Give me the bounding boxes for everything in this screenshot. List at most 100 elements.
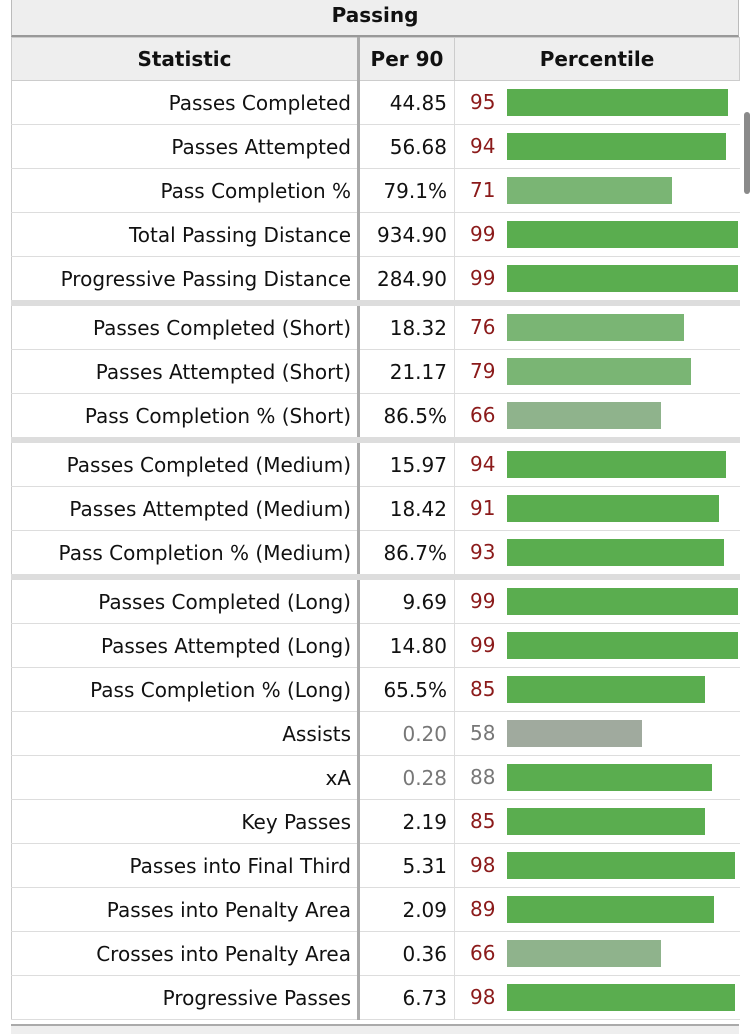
percentile-bar	[507, 314, 684, 341]
stat-name: Passes Completed	[11, 80, 360, 125]
table-row: xA 0.28 88	[11, 755, 740, 800]
percentile-cell: 58	[454, 711, 740, 756]
per90-value: 934.90	[358, 212, 455, 257]
percentile-bar	[507, 495, 719, 522]
percentile-value: 79	[470, 359, 496, 383]
stat-name: Passes Attempted (Medium)	[11, 486, 360, 531]
table-row: Pass Completion % 79.1% 71	[11, 168, 740, 213]
per90-value: 65.5%	[358, 667, 455, 712]
table-row: Crosses into Penalty Area 0.36 66	[11, 931, 740, 976]
percentile-value: 85	[470, 677, 496, 701]
table-row: Passes Completed (Medium) 15.97 94	[11, 437, 740, 487]
stat-name: Key Passes	[11, 799, 360, 844]
percentile-cell: 99	[454, 256, 740, 304]
stat-name: Pass Completion % (Long)	[11, 667, 360, 712]
percentile-value: 93	[470, 540, 496, 564]
percentile-cell: 89	[454, 887, 740, 932]
stat-name: Pass Completion % (Medium)	[11, 530, 360, 578]
percentile-bar	[507, 588, 738, 615]
percentile-cell: 99	[454, 212, 740, 257]
percentile-bar	[507, 358, 691, 385]
per90-value: 44.85	[358, 80, 455, 125]
table-row: Passes Attempted (Short) 21.17 79	[11, 349, 740, 394]
percentile-bar	[507, 133, 726, 160]
percentile-cell: 93	[454, 530, 740, 578]
stat-name: Crosses into Penalty Area	[11, 931, 360, 976]
per90-value: 15.97	[358, 437, 455, 487]
table-row: Total Passing Distance 934.90 99	[11, 212, 740, 257]
stat-name: Passes Completed (Long)	[11, 574, 360, 624]
percentile-value: 98	[470, 985, 496, 1009]
header-statistic[interactable]: Statistic	[11, 37, 360, 81]
per90-value: 0.28	[358, 755, 455, 800]
percentile-value: 76	[470, 315, 496, 339]
table-row: Pass Completion % (Long) 65.5% 85	[11, 667, 740, 712]
percentile-cell: 85	[454, 799, 740, 844]
percentile-bar	[507, 265, 738, 292]
percentile-cell: 94	[454, 437, 740, 487]
stat-name: Progressive Passing Distance	[11, 256, 360, 304]
stat-name: Passes Attempted (Long)	[11, 623, 360, 668]
percentile-value: 89	[470, 897, 496, 921]
header-per90[interactable]: Per 90	[358, 37, 455, 81]
table-row: Pass Completion % (Short) 86.5% 66	[11, 393, 740, 441]
stat-name: Passes Completed (Medium)	[11, 437, 360, 487]
per90-value: 18.32	[358, 300, 455, 350]
percentile-cell: 91	[454, 486, 740, 531]
per90-value: 18.42	[358, 486, 455, 531]
percentile-cell: 88	[454, 755, 740, 800]
percentile-value: 91	[470, 496, 496, 520]
percentile-cell: 79	[454, 349, 740, 394]
percentile-cell: 95	[454, 80, 740, 125]
stat-name: Pass Completion %	[11, 168, 360, 213]
percentile-bar	[507, 896, 714, 923]
percentile-bar	[507, 402, 661, 429]
percentile-bar	[507, 808, 705, 835]
stat-name: xA	[11, 755, 360, 800]
scrollbar-thumb[interactable]	[744, 112, 750, 194]
header-row: Statistic Per 90 Percentile	[11, 37, 740, 81]
per90-value: 14.80	[358, 623, 455, 668]
percentile-value: 66	[470, 941, 496, 965]
table-row: Passes Attempted (Medium) 18.42 91	[11, 486, 740, 531]
table-row: Passes Completed (Short) 18.32 76	[11, 300, 740, 350]
per90-value: 56.68	[358, 124, 455, 169]
percentile-value: 94	[470, 134, 496, 158]
table-row: Key Passes 2.19 85	[11, 799, 740, 844]
stat-name: Passes into Penalty Area	[11, 887, 360, 932]
percentile-bar	[507, 539, 724, 566]
table-row: Passes Completed (Long) 9.69 99	[11, 574, 740, 624]
table-row: Passes Attempted (Long) 14.80 99	[11, 623, 740, 668]
stat-name: Total Passing Distance	[11, 212, 360, 257]
percentile-value: 85	[470, 809, 496, 833]
stat-name: Assists	[11, 711, 360, 756]
stat-name: Passes Attempted (Short)	[11, 349, 360, 394]
header-percentile[interactable]: Percentile	[454, 37, 740, 81]
percentile-cell: 66	[454, 931, 740, 976]
percentile-value: 71	[470, 178, 496, 202]
per90-value: 2.19	[358, 799, 455, 844]
percentile-value: 66	[470, 403, 496, 427]
percentile-bar	[507, 764, 712, 791]
percentile-value: 99	[470, 222, 496, 246]
percentile-value: 99	[470, 589, 496, 613]
table-row: Assists 0.20 58	[11, 711, 740, 756]
percentile-value: 58	[470, 721, 496, 745]
per90-value: 0.36	[358, 931, 455, 976]
per90-value: 79.1%	[358, 168, 455, 213]
table-row: Progressive Passes 6.73 98	[11, 975, 740, 1020]
percentile-bar	[507, 676, 705, 703]
percentile-bar	[507, 221, 738, 248]
percentile-cell: 99	[454, 623, 740, 668]
percentile-bar	[507, 720, 642, 747]
stat-name: Passes Completed (Short)	[11, 300, 360, 350]
table-row: Passes Completed 44.85 95	[11, 80, 740, 125]
percentile-cell: 85	[454, 667, 740, 712]
table-footer	[11, 1024, 739, 1034]
per90-value: 86.7%	[358, 530, 455, 578]
table-row: Passes Attempted 56.68 94	[11, 124, 740, 169]
percentile-bar	[507, 89, 728, 116]
per90-value: 86.5%	[358, 393, 455, 441]
percentile-bar	[507, 984, 735, 1011]
table-row: Pass Completion % (Medium) 86.7% 93	[11, 530, 740, 578]
